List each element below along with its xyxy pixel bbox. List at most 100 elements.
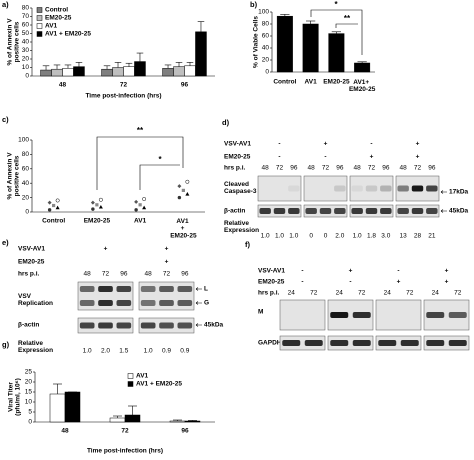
bar [134,61,146,77]
time-label: hrs p.i. [258,290,280,297]
blot-band [378,312,396,318]
expression-value: 1.0 [289,233,298,240]
dot [90,200,95,205]
bar [195,31,207,77]
band-label: Cleaved Caspase-3 [224,181,257,195]
blot-band [426,312,445,318]
band-label: VSV Replication [18,293,53,307]
blot-band [305,208,317,214]
blot-band [352,312,371,318]
bar [112,67,124,77]
text-line: Expression [18,347,53,354]
blot-band [159,286,174,292]
time-value: 72 [368,165,376,172]
blot-band [159,300,174,306]
bar [40,69,52,77]
marker-label: 17kDa [449,189,469,196]
bar [101,68,113,77]
bracket [139,164,180,190]
time-value: 72 [406,290,414,297]
y-tick-label: 5 [28,409,32,416]
time-value: 96 [428,165,436,172]
time-label: hrs p.i. [18,271,40,278]
legend-label: Control [45,7,68,14]
condition-sign: + [370,154,374,161]
y-tick-label: 60 [22,22,30,29]
condition-label: VSV-AV1 [18,246,45,253]
time-value: 96 [336,165,344,172]
y-tick-label: 20 [25,379,33,386]
legend-swatch [36,15,43,21]
time-value: 48 [400,165,408,172]
dot [98,197,103,202]
marker-label: 45kDa [449,208,469,215]
panel-label: a) [2,0,9,9]
time-value: 48 [354,165,362,172]
time-value: 48 [262,165,270,172]
legend-swatch [127,381,134,387]
bar [51,68,63,77]
y-tick-label: 30 [22,47,30,54]
condition-label: EM20-25 [258,279,285,286]
legend-swatch [36,7,43,13]
blot-band [380,185,392,192]
x-tick-label: 48 [61,428,69,435]
dot [91,207,95,211]
y-axis-label: Viral Titer [8,382,15,412]
condition-sign: + [416,141,420,148]
marker-label: 45kDa [204,322,224,329]
blot-band [116,286,132,292]
expression-value: 1.5 [119,348,128,355]
y-tick-label: 20 [262,57,270,64]
y-tick-label: 80 [22,5,30,12]
time-value: 72 [310,290,318,297]
expression-value: 1.0 [144,348,153,355]
time-value: 24 [432,290,440,297]
time-value: 72 [454,290,462,297]
blot-band [426,185,438,192]
y-tick-label: 15 [25,389,33,396]
condition-label: VSV-AV1 [224,141,251,148]
bar [109,417,126,423]
expression-value: 3.0 [381,233,390,240]
blot-band [288,208,300,214]
expression-label: Relative Expression [224,220,259,234]
bar [302,23,319,73]
blot-band [365,208,378,214]
blot-band [334,185,346,192]
annotation: ** [344,14,351,23]
blot-band [330,340,349,346]
dot [142,205,147,210]
y-tick-label: 0 [25,209,29,216]
expression-value: 1.0 [353,233,362,240]
blot-band [378,340,397,346]
panel-label: c) [2,115,9,124]
dot [177,184,182,189]
annotation: ** [137,126,144,135]
x-axis-label: Time post-infection (hrs) [85,93,161,100]
text-line: EM20-25 [170,232,197,239]
blot-band [397,185,409,192]
panel-label: f) [245,240,250,249]
blot-band [426,208,438,214]
bar [162,68,174,77]
blot-panel [349,175,394,202]
legend-swatch [36,31,43,37]
text-line: AV1+ [353,79,371,86]
time-value: 72 [276,165,284,172]
condition-sign: - [324,154,326,161]
time-value: 72 [414,165,422,172]
text-line: AV1 [176,218,190,225]
y-tick-label: 20 [22,56,30,63]
condition-sign: - [278,141,280,148]
x-tick-label: AV1 [305,79,318,86]
y-axis-label: % of Annexin V [7,18,14,66]
time-value: 24 [336,290,344,297]
band-label: β-actin [18,322,39,329]
panel-label: g) [2,340,10,349]
time-value: 96 [290,165,298,172]
time-label: hrs p.i. [224,165,246,172]
dot [185,179,190,184]
y-tick-label: 50 [22,30,30,37]
blot-band [400,340,419,346]
